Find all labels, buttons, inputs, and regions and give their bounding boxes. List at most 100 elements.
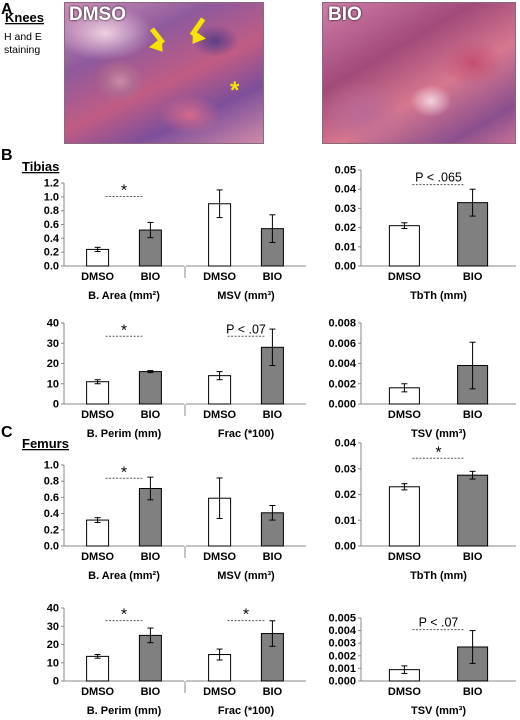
y-tick-label: 10 <box>47 657 59 669</box>
x-axis-title: TSV (mm³) <box>411 705 466 717</box>
y-tick-label: 40 <box>47 318 59 330</box>
category-label: BIO <box>263 271 283 283</box>
dmso-bar <box>86 381 110 405</box>
category-label: DMSO <box>81 551 114 563</box>
x-axis-title: B. Area (mm²) <box>88 570 160 582</box>
category-label: DMSO <box>81 686 114 698</box>
y-tick-label: 30 <box>47 621 59 633</box>
category-label: DMSO <box>203 551 236 563</box>
x-axis-title: MSV (mm³) <box>217 290 275 302</box>
x-axis-title: B. Perim (mm) <box>87 428 162 440</box>
bar-chart-9: 0.00 0.01 0.02 0.03 0.04 DMSO BIO TbTh (mm) * <box>335 438 516 582</box>
bar-chart-2: DMSO BIO MSV (mm³) <box>184 189 306 302</box>
category-label: BIO <box>141 551 161 563</box>
bar-chart-11: DMSO BIO Frac (*100) * <box>184 607 306 717</box>
y-tick-label: 0.002 <box>328 378 356 390</box>
bar-chart-1: 0.0 0.2 0.4 0.6 0.8 1.01.2 DMSO BIO B. Area (mm²… <box>44 178 184 302</box>
x-axis-title: B. Perim (mm) <box>87 705 162 717</box>
category-label: DMSO <box>203 271 236 283</box>
category-label: BIO <box>141 686 161 698</box>
y-tick-label: 0.001 <box>328 663 356 675</box>
category-label: BIO <box>141 271 161 283</box>
x-axis-title: B. Area (mm²) <box>88 290 160 302</box>
y-tick-label: 0 <box>53 676 59 688</box>
bio-image-label: BIO <box>328 4 362 25</box>
stain-label-line-1: H and E <box>4 31 42 43</box>
y-tick-label: 0.02 <box>335 489 356 501</box>
x-axis-title: TbTh (mm) <box>410 570 467 582</box>
category-label: DMSO <box>388 271 421 283</box>
dmso-bar <box>388 225 420 267</box>
y-tick-label: 0.6 <box>44 219 59 231</box>
y-tick-label: 0 <box>53 399 59 411</box>
bio-knee-histology-image: BIO <box>322 2 516 144</box>
category-label: DMSO <box>81 409 114 421</box>
x-axis-title: Frac (*100) <box>218 705 275 717</box>
bio-bar <box>138 371 162 405</box>
y-tick-label: 0.05 <box>335 165 356 177</box>
y-tick-label: 0.01 <box>335 515 356 527</box>
bar-chart-3: 0.00 0.01 0.02 0.03 0.04 0.05 DMSO BIO TbTh (mm)… <box>335 165 516 302</box>
y-tick-label: 0.03 <box>335 203 356 215</box>
y-tick-label: 0.004 <box>328 358 356 370</box>
bar-chart-4: 0 10 20 30 40 DMSO BIO B. Perim (mm) * <box>47 318 184 440</box>
dmso-knee-histology-image: DMSO * <box>64 2 264 144</box>
y-tick-label: 0.6 <box>44 492 59 504</box>
y-tick-label: 0.02 <box>335 222 356 234</box>
dmso-image-label: DMSO <box>69 4 126 25</box>
asterisk-marker: * <box>230 77 240 104</box>
category-label: DMSO <box>203 409 236 421</box>
panel-c-label: C <box>1 424 13 441</box>
category-label: DMSO <box>388 686 421 698</box>
significance-asterisk: * <box>121 182 127 199</box>
y-tick-label: 0.4 <box>44 508 60 520</box>
category-label: DMSO <box>388 409 421 421</box>
bio-bar <box>457 474 489 547</box>
y-tick-label: 0.006 <box>328 338 356 350</box>
x-axis-title: Frac (*100) <box>218 428 275 440</box>
dmso-bar <box>86 519 110 547</box>
y-tick-label: 0.00 <box>335 541 356 553</box>
dmso-bar <box>388 486 420 547</box>
category-label: BIO <box>463 271 483 283</box>
x-axis-title: MSV (mm³) <box>217 570 275 582</box>
panel-b-label: B <box>1 147 13 164</box>
category-label: DMSO <box>203 686 236 698</box>
y-tick-label: 10 <box>47 378 59 390</box>
category-label: DMSO <box>81 271 114 283</box>
y-tick-label: 0.04 <box>335 184 357 196</box>
bar-chart-6: 0.000 0.002 0.004 0.006 0.008 DMSO BIO TSV (mm³… <box>328 318 516 440</box>
y-tick-label: 0.4 <box>44 233 60 245</box>
bar-chart-8: DMSO BIO MSV (mm³) <box>184 477 306 582</box>
significance-asterisk: * <box>121 322 127 339</box>
y-tick-label: 0.0 <box>44 261 59 273</box>
y-tick-label: 40 <box>47 603 59 615</box>
y-tick-label: 0.000 <box>328 399 356 411</box>
significance-asterisk: * <box>243 607 249 624</box>
category-label: BIO <box>263 551 283 563</box>
y-tick-label: 0.04 <box>335 438 357 450</box>
bar-chart-7: 0.0 0.2 0.4 0.6 0.8 1.0 DMSO BIO B. Area (mm²) * <box>44 460 184 582</box>
panel-a-label: A <box>1 1 13 18</box>
significance-p-value: P < .07 <box>226 322 266 336</box>
y-tick-label: 20 <box>47 639 59 651</box>
stain-label-line-2: staining <box>4 44 40 56</box>
significance-asterisk: * <box>435 444 441 461</box>
category-label: DMSO <box>388 551 421 563</box>
y-tick-label: 0.000 <box>328 676 356 688</box>
category-label: BIO <box>141 409 161 421</box>
significance-p-value: P < .065 <box>415 171 462 185</box>
y-tick-label: 0.03 <box>335 463 356 475</box>
y-tick-label: 0.002 <box>328 650 356 662</box>
x-axis-title: TSV (mm³) <box>411 428 466 440</box>
dmso-bar <box>86 655 110 682</box>
bar-chart-10: 0 10 20 30 40 DMSO BIO B. Perim (mm) * <box>47 603 184 717</box>
y-tick-label: 1.0 <box>44 460 59 472</box>
y-tick-label: 0.005 <box>328 613 356 625</box>
y-tick-label: 0.2 <box>44 247 59 259</box>
y-tick-label: 0.0 <box>44 541 59 553</box>
y-tick-label: 0.003 <box>328 638 356 650</box>
category-label: BIO <box>463 686 483 698</box>
category-label: BIO <box>263 409 283 421</box>
